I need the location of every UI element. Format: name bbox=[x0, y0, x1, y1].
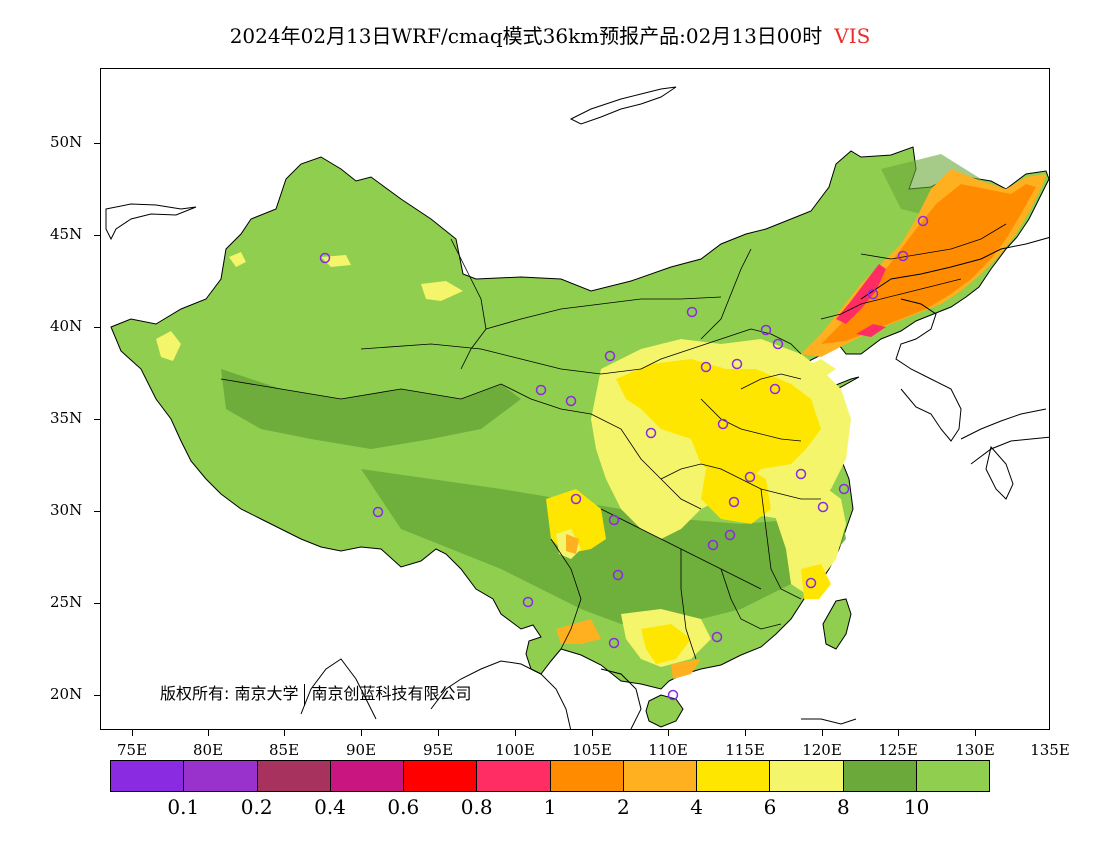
lon-tick bbox=[975, 730, 976, 736]
legend-swatch bbox=[697, 761, 771, 791]
lat-tick bbox=[94, 695, 100, 696]
legend-label: 4 bbox=[690, 795, 704, 819]
lat-tick bbox=[94, 327, 100, 328]
foreign-outlines bbox=[105, 86, 1049, 729]
legend-label: 0.2 bbox=[240, 795, 273, 819]
lon-tick bbox=[208, 730, 209, 736]
lon-tick bbox=[284, 730, 285, 736]
lon-label-90e: 90E bbox=[345, 741, 377, 759]
lon-tick bbox=[668, 730, 669, 736]
lon-label-120e: 120E bbox=[802, 741, 842, 759]
lon-label-95e: 95E bbox=[422, 741, 454, 759]
map-title: 2024年02月13日WRF/cmaq模式36km预报产品:02月13日00时 V… bbox=[0, 20, 1100, 49]
legend-label: 0.1 bbox=[167, 795, 200, 819]
legend-swatch bbox=[843, 761, 917, 791]
lon-tick bbox=[745, 730, 746, 736]
legend-swatch bbox=[550, 761, 624, 791]
station-markers bbox=[319, 215, 929, 701]
copyright-separator bbox=[304, 683, 306, 706]
lat-tick bbox=[94, 419, 100, 420]
lon-tick bbox=[438, 730, 439, 736]
legend-swatch bbox=[916, 761, 989, 791]
lon-label-115e: 115E bbox=[725, 741, 765, 759]
lon-label-110e: 110E bbox=[648, 741, 688, 759]
lat-tick bbox=[94, 235, 100, 236]
title-main: 2024年02月13日WRF/cmaq模式36km预报产品:02月13日00时 bbox=[229, 24, 823, 48]
lat-label-25n: 25N bbox=[50, 593, 83, 611]
legend-swatch bbox=[477, 761, 551, 791]
color-legend bbox=[110, 760, 990, 792]
lon-label-85e: 85E bbox=[268, 741, 300, 759]
legend-swatch bbox=[330, 761, 404, 791]
lon-tick bbox=[515, 730, 516, 736]
title-product: VIS bbox=[834, 24, 871, 48]
legend-label: 0.6 bbox=[387, 795, 420, 819]
lon-tick bbox=[822, 730, 823, 736]
lon-label-75e: 75E bbox=[116, 741, 148, 759]
legend-label: 10 bbox=[903, 795, 930, 819]
lon-tick bbox=[132, 730, 133, 736]
lon-label-105e: 105E bbox=[572, 741, 612, 759]
taiwan-island bbox=[822, 598, 852, 650]
legend-label: 1 bbox=[543, 795, 557, 819]
lat-label-50n: 50N bbox=[50, 133, 83, 151]
legend-label: 8 bbox=[836, 795, 850, 819]
lon-tick bbox=[898, 730, 899, 736]
copyright-company: 南京创蓝科技有限公司 bbox=[311, 684, 472, 703]
lat-tick bbox=[94, 511, 100, 512]
lat-label-35n: 35N bbox=[50, 409, 83, 427]
legend-swatch bbox=[623, 761, 697, 791]
lon-label-130e: 130E bbox=[955, 741, 995, 759]
lat-label-45n: 45N bbox=[50, 225, 83, 243]
lon-label-135e: 135E bbox=[1030, 741, 1070, 759]
legend-swatch bbox=[404, 761, 478, 791]
lat-label-20n: 20N bbox=[50, 685, 83, 703]
lon-label-100e: 100E bbox=[495, 741, 535, 759]
lat-label-40n: 40N bbox=[50, 317, 83, 335]
copyright-text: 版权所有: 南京大学 南京创蓝科技有限公司 bbox=[160, 680, 472, 706]
legend-swatch bbox=[184, 761, 258, 791]
legend-swatch bbox=[257, 761, 331, 791]
legend-swatch bbox=[770, 761, 844, 791]
hainan-island bbox=[645, 694, 684, 728]
lat-tick bbox=[94, 603, 100, 604]
legend-label: 0.8 bbox=[460, 795, 493, 819]
lat-tick bbox=[94, 143, 100, 144]
legend-label: 6 bbox=[763, 795, 777, 819]
lon-tick bbox=[361, 730, 362, 736]
lon-tick bbox=[592, 730, 593, 736]
map-frame[interactable] bbox=[100, 68, 1050, 730]
province-borders bbox=[220, 223, 1007, 660]
copyright-owner: 版权所有: 南京大学 bbox=[160, 684, 299, 703]
visibility-map bbox=[105, 86, 1049, 729]
legend-label: 0.4 bbox=[314, 795, 346, 819]
lon-label-80e: 80E bbox=[192, 741, 224, 759]
lat-label-30n: 30N bbox=[50, 501, 83, 519]
legend-swatch bbox=[111, 761, 185, 791]
legend-label: 2 bbox=[616, 795, 630, 819]
lon-label-125e: 125E bbox=[878, 741, 918, 759]
